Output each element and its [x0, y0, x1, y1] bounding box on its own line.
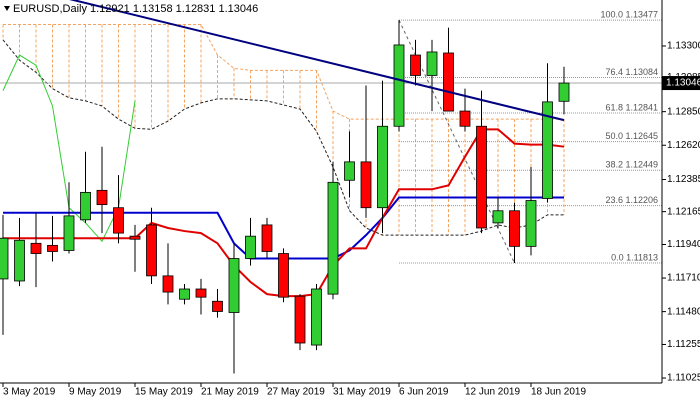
candle-body	[360, 161, 372, 209]
candle-body	[129, 235, 141, 240]
y-tick-label: 1.11255	[667, 339, 700, 350]
bid-label: 1.13046	[666, 78, 700, 89]
candle-body	[393, 44, 405, 127]
fib-label: 50.0 1.12645	[605, 131, 658, 141]
candle-body	[542, 101, 553, 199]
candle-body	[278, 253, 289, 298]
fib-label: 38.2 1.12449	[605, 160, 658, 170]
candle-body	[377, 125, 388, 209]
candle-body	[327, 181, 339, 295]
x-tick-label: 6 Jun 2019	[399, 387, 449, 398]
candle-body	[294, 295, 306, 344]
bid-box	[662, 76, 700, 91]
y-tick-label: 1.12850	[667, 106, 700, 117]
candle-body	[179, 288, 190, 300]
fib-label: 100.0 1.13477	[600, 10, 658, 20]
candle-body	[261, 224, 273, 252]
y-tick-label: 1.13300	[667, 41, 700, 52]
candle-body	[410, 54, 421, 76]
candle-body	[459, 110, 471, 127]
candle-body	[558, 82, 570, 102]
x-tick-label: 21 May 2019	[201, 387, 259, 398]
candle-body	[476, 125, 487, 229]
candle-body	[245, 235, 256, 259]
candle-body	[146, 224, 157, 277]
candle-body	[63, 215, 75, 251]
chart-title: EURUSD,Daily 1.12921 1.13158 1.12831 1.1…	[13, 3, 258, 15]
x-tick-label: 3 May 2019	[3, 387, 56, 398]
y-tick-label: 1.11940	[667, 239, 700, 250]
x-tick-label: 31 May 2019	[333, 387, 391, 398]
fib-label: 0.0 1.11813	[611, 252, 658, 262]
y-tick-label: 1.12385	[667, 174, 700, 185]
fib-label: 76.4 1.13084	[605, 67, 658, 77]
candle-body	[80, 191, 91, 221]
candle-body	[0, 237, 9, 280]
candle-body	[426, 51, 438, 76]
y-tick-label: 1.11480	[667, 306, 700, 317]
x-tick-label: 9 May 2019	[69, 387, 122, 398]
candle-body	[96, 189, 108, 206]
x-tick-label: 18 Jun 2019	[531, 387, 586, 398]
fib-label: 61.8 1.12841	[605, 102, 658, 112]
y-tick-label: 1.12165	[667, 206, 700, 217]
candle-body	[113, 207, 124, 234]
y-tick-label: 1.11025	[667, 373, 700, 384]
candle-body	[195, 288, 207, 298]
candle-body	[30, 242, 42, 254]
y-tick-label: 1.11710	[667, 273, 700, 284]
x-tick-label: 15 May 2019	[135, 387, 193, 398]
candle-body	[492, 210, 504, 224]
candle-body	[525, 200, 537, 247]
y-tick-label: 1.12620	[667, 140, 700, 151]
candle-body	[212, 300, 223, 312]
candle-body	[443, 52, 454, 112]
candle-body	[47, 244, 58, 252]
trendline	[69, 0, 565, 122]
candle-body	[344, 161, 355, 181]
candle-body	[509, 210, 520, 247]
candle-body	[162, 275, 174, 293]
candle-body	[14, 239, 25, 282]
candle-body	[311, 288, 322, 346]
candle-body	[228, 258, 240, 313]
header-icon	[4, 6, 10, 11]
indicator-line	[2, 39, 564, 236]
fib-label: 23.6 1.12206	[605, 195, 658, 205]
plot-area: 100.0 1.13477 76.4 1.13084 61.8 1.12841 50.…	[0, 0, 662, 374]
x-tick-label: 27 May 2019	[267, 387, 325, 398]
x-tick-label: 12 Jun 2019	[465, 387, 520, 398]
